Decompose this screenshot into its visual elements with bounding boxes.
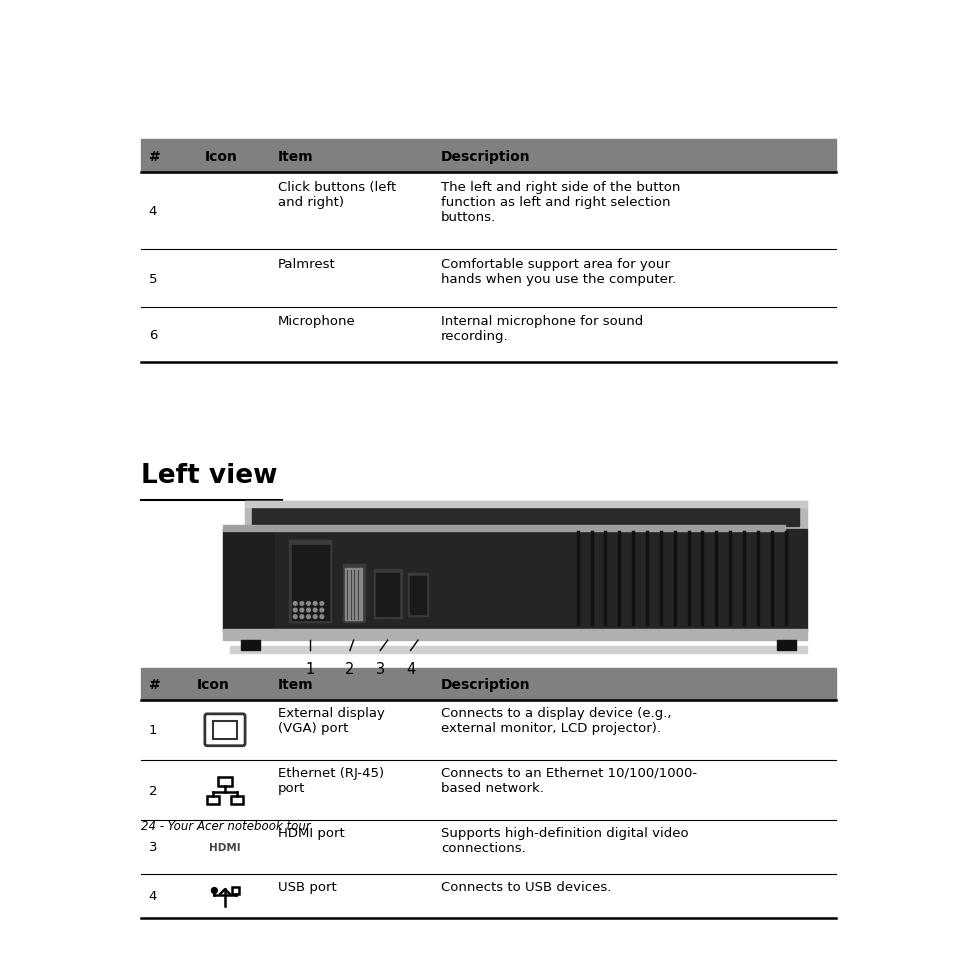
Text: 1: 1: [149, 723, 157, 737]
Text: Icon: Icon: [204, 150, 237, 164]
Text: HDMI port: HDMI port: [278, 826, 345, 840]
Circle shape: [313, 609, 316, 612]
Circle shape: [319, 602, 323, 606]
Bar: [141, 140, 836, 173]
Bar: [218, 777, 232, 786]
Bar: [207, 796, 219, 804]
Text: Connects to USB devices.: Connects to USB devices.: [440, 880, 611, 893]
Bar: [141, 668, 836, 700]
Circle shape: [306, 609, 310, 612]
Text: 6: 6: [149, 329, 157, 341]
Text: USB port: USB port: [278, 880, 336, 893]
Text: 4: 4: [406, 661, 415, 676]
Circle shape: [294, 616, 296, 618]
Text: #: #: [149, 150, 160, 164]
Circle shape: [313, 616, 316, 618]
Text: 5: 5: [149, 273, 157, 285]
Text: Internal microphone for sound
recording.: Internal microphone for sound recording.: [440, 314, 642, 343]
Text: 1: 1: [305, 661, 314, 676]
Bar: [231, 796, 243, 804]
Bar: [374, 569, 401, 618]
Circle shape: [299, 609, 303, 612]
Text: Connects to a display device (e.g.,
external monitor, LCD projector).: Connects to a display device (e.g., exte…: [440, 706, 671, 734]
Bar: [230, 646, 806, 654]
Text: Item: Item: [278, 150, 314, 164]
Circle shape: [294, 602, 296, 606]
Text: Ethernet (RJ-45)
port: Ethernet (RJ-45) port: [278, 766, 384, 794]
Circle shape: [313, 602, 316, 606]
Text: Comfortable support area for your
hands when you use the computer.: Comfortable support area for your hands …: [440, 257, 676, 286]
Bar: [344, 569, 362, 620]
Circle shape: [294, 609, 296, 612]
Bar: [777, 640, 795, 650]
Text: 3: 3: [149, 841, 157, 854]
Circle shape: [299, 602, 303, 606]
Circle shape: [299, 616, 303, 618]
Bar: [342, 564, 364, 622]
Text: Supports high-definition digital video
connections.: Supports high-definition digital video c…: [440, 826, 688, 854]
Bar: [274, 529, 806, 632]
Text: External display
(VGA) port: External display (VGA) port: [278, 706, 385, 734]
Text: HDMI: HDMI: [209, 842, 240, 852]
Text: 3: 3: [375, 661, 384, 676]
Text: Description: Description: [440, 150, 530, 164]
Bar: [289, 540, 331, 622]
Text: Item: Item: [278, 678, 314, 691]
Text: Left view: Left view: [141, 462, 277, 488]
Bar: [410, 577, 426, 615]
Text: Palmrest: Palmrest: [278, 257, 335, 271]
Text: Icon: Icon: [196, 678, 230, 691]
Bar: [292, 545, 329, 620]
Text: 2: 2: [149, 783, 157, 797]
Circle shape: [212, 887, 217, 894]
Bar: [222, 525, 783, 532]
Bar: [375, 573, 399, 617]
Bar: [252, 506, 799, 526]
Text: Microphone: Microphone: [278, 314, 355, 328]
Text: 2: 2: [345, 661, 355, 676]
Bar: [213, 721, 237, 739]
Bar: [222, 529, 274, 632]
Circle shape: [319, 616, 323, 618]
Circle shape: [319, 609, 323, 612]
Bar: [222, 630, 806, 640]
Text: #: #: [149, 678, 160, 691]
Text: Description: Description: [440, 678, 530, 691]
Bar: [245, 502, 806, 508]
Text: 4: 4: [149, 205, 157, 218]
Text: 24 - Your Acer notebook tour: 24 - Your Acer notebook tour: [141, 819, 311, 832]
Text: The left and right side of the button
function as left and right selection
butto: The left and right side of the button fu…: [440, 180, 679, 223]
Text: Connects to an Ethernet 10/100/1000-
based network.: Connects to an Ethernet 10/100/1000- bas…: [440, 766, 697, 794]
Bar: [232, 887, 238, 894]
Circle shape: [306, 616, 310, 618]
Bar: [241, 640, 259, 650]
Bar: [407, 574, 428, 617]
Text: Click buttons (left
and right): Click buttons (left and right): [278, 180, 396, 209]
Circle shape: [306, 602, 310, 606]
Bar: [245, 502, 806, 529]
Text: 4: 4: [149, 889, 157, 902]
